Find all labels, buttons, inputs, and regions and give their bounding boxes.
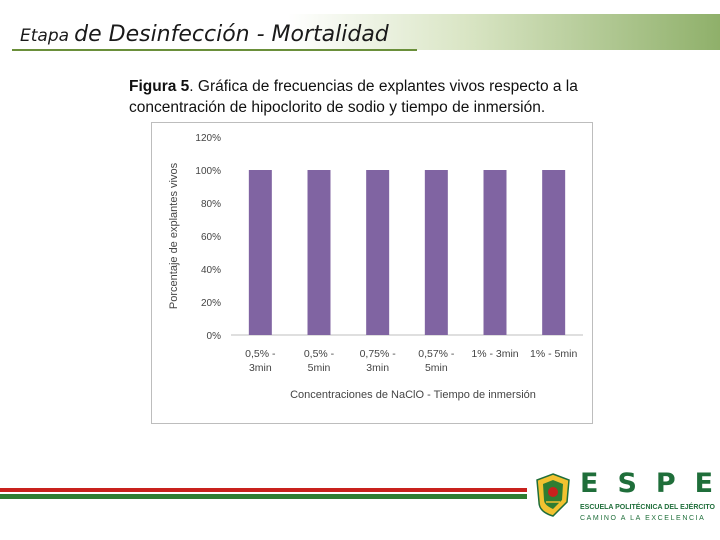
bottom-stripe: [0, 488, 527, 499]
bar: [248, 170, 272, 335]
title-underline: [12, 49, 417, 51]
x-axis-label: Concentraciones de NaClO - Tiempo de inm…: [290, 389, 536, 401]
slide-title: Etapa de Desinfección - Mortalidad: [20, 22, 389, 47]
bar: [424, 170, 448, 335]
x-tick-label: 5min: [308, 362, 331, 374]
x-tick-label: 5min: [425, 362, 448, 374]
stripe-green: [0, 494, 527, 499]
logo-letters: ESPE: [580, 468, 720, 499]
x-tick-label: 3min: [249, 362, 272, 374]
logo-institution: ESCUELA POLITÉCNICA DEL EJÉRCITO: [580, 504, 715, 511]
slide-title-prefix: Etapa: [20, 26, 70, 46]
espe-seal-icon: [536, 473, 570, 517]
y-tick-label: 40%: [201, 265, 221, 276]
y-axis-label: Porcentaje de explantes vivos: [168, 162, 180, 309]
y-tick-label: 120%: [195, 133, 221, 144]
stripe-white: [0, 492, 527, 494]
figure-caption-text: . Gráfica de frecuencias de explantes vi…: [129, 78, 578, 116]
espe-logo: ESPE ESCUELA POLITÉCNICA DEL EJÉRCITO CA…: [530, 468, 715, 528]
y-tick-label: 20%: [201, 298, 221, 309]
y-tick-label: 60%: [201, 232, 221, 243]
bar: [366, 170, 390, 335]
bar: [307, 170, 331, 335]
slide-title-main: de Desinfección - Mortalidad: [74, 22, 389, 47]
figure-caption: Figura 5. Gráfica de frecuencias de expl…: [129, 76, 629, 118]
x-tick-label: 3min: [366, 362, 389, 374]
title-band: [0, 14, 720, 50]
y-tick-label: 100%: [195, 166, 221, 177]
x-tick-label: 0,57% -: [418, 348, 455, 360]
y-tick-label: 80%: [201, 199, 221, 210]
figure-label: Figura 5: [129, 78, 190, 95]
x-tick-label: 1% - 5min: [530, 348, 577, 360]
y-tick-label: 0%: [207, 331, 222, 342]
x-tick-label: 0,5% -: [304, 348, 335, 360]
bar: [483, 170, 507, 335]
logo-motto: CAMINO A LA EXCELENCIA: [580, 515, 706, 522]
stripe-red: [0, 488, 527, 492]
x-tick-label: 1% - 3min: [471, 348, 518, 360]
x-tick-label: 0,5% -: [245, 348, 276, 360]
x-tick-label: 0,75% -: [360, 348, 397, 360]
bar: [542, 170, 566, 335]
bar-chart: 0% 20% 40% 60% 80% 100% 120% 0,5% - 3min 0,5% - 5m…: [168, 133, 583, 401]
